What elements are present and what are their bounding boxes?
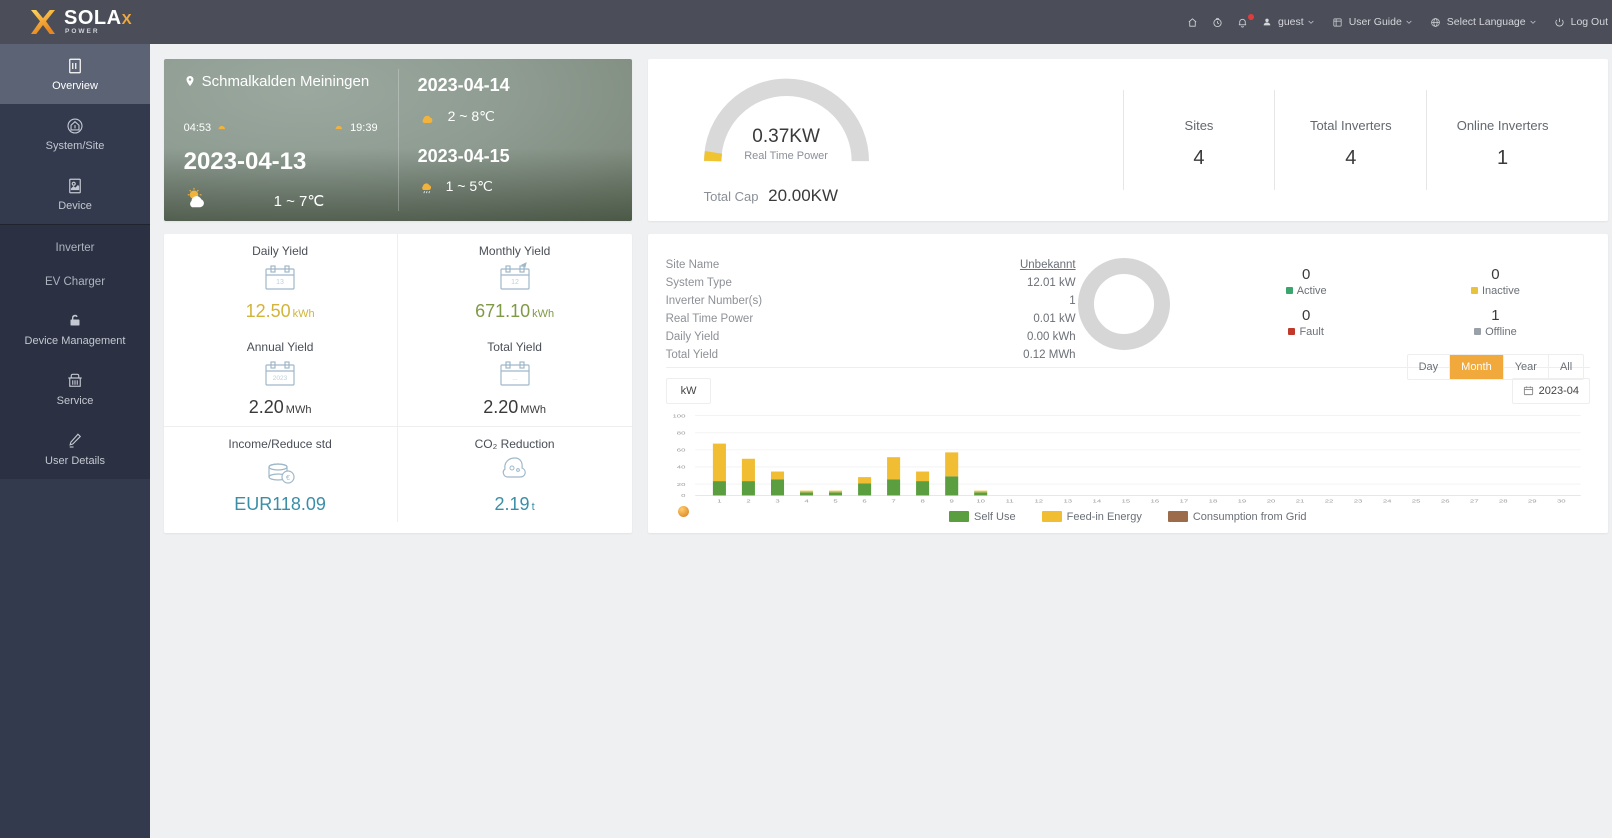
svg-text:80: 80 [676, 431, 685, 436]
svg-text:0: 0 [681, 493, 686, 498]
svg-text:21: 21 [1295, 498, 1304, 503]
svg-text:15: 15 [1121, 498, 1130, 503]
svg-text:5: 5 [833, 498, 838, 503]
svg-text:16: 16 [1150, 498, 1159, 503]
svg-text:€: € [286, 475, 290, 482]
svg-text:23: 23 [1353, 498, 1362, 503]
svg-text:28: 28 [1498, 498, 1507, 503]
svg-text:40: 40 [676, 465, 685, 470]
svg-text:2023: 2023 [273, 375, 288, 382]
svg-text:19: 19 [1237, 498, 1246, 503]
svg-text:...: ... [512, 375, 518, 382]
svg-text:12: 12 [511, 279, 519, 286]
svg-text:20: 20 [1266, 498, 1275, 503]
svg-text:4: 4 [804, 498, 809, 503]
svg-text:11: 11 [1005, 498, 1014, 503]
svg-text:12: 12 [1034, 498, 1043, 503]
svg-text:27: 27 [1469, 498, 1478, 503]
svg-text:9: 9 [949, 498, 954, 503]
svg-text:7: 7 [891, 498, 896, 503]
svg-text:29: 29 [1527, 498, 1536, 503]
svg-text:22: 22 [1324, 498, 1333, 503]
svg-text:18: 18 [1208, 498, 1217, 503]
svg-text:1: 1 [717, 498, 722, 503]
svg-text:10: 10 [976, 498, 985, 503]
svg-text:6: 6 [862, 498, 867, 503]
svg-text:100: 100 [672, 413, 686, 418]
svg-text:17: 17 [1179, 498, 1188, 503]
svg-text:2: 2 [746, 498, 751, 503]
svg-text:26: 26 [1441, 498, 1450, 503]
svg-text:3: 3 [775, 498, 780, 503]
svg-text:60: 60 [676, 448, 685, 453]
svg-text:14: 14 [1092, 498, 1101, 503]
svg-text:8: 8 [920, 498, 925, 503]
svg-text:30: 30 [1557, 498, 1566, 503]
svg-text:20: 20 [676, 482, 685, 487]
svg-text:24: 24 [1382, 498, 1391, 503]
svg-text:13: 13 [276, 279, 284, 286]
svg-text:13: 13 [1063, 498, 1072, 503]
svg-text:25: 25 [1411, 498, 1420, 503]
